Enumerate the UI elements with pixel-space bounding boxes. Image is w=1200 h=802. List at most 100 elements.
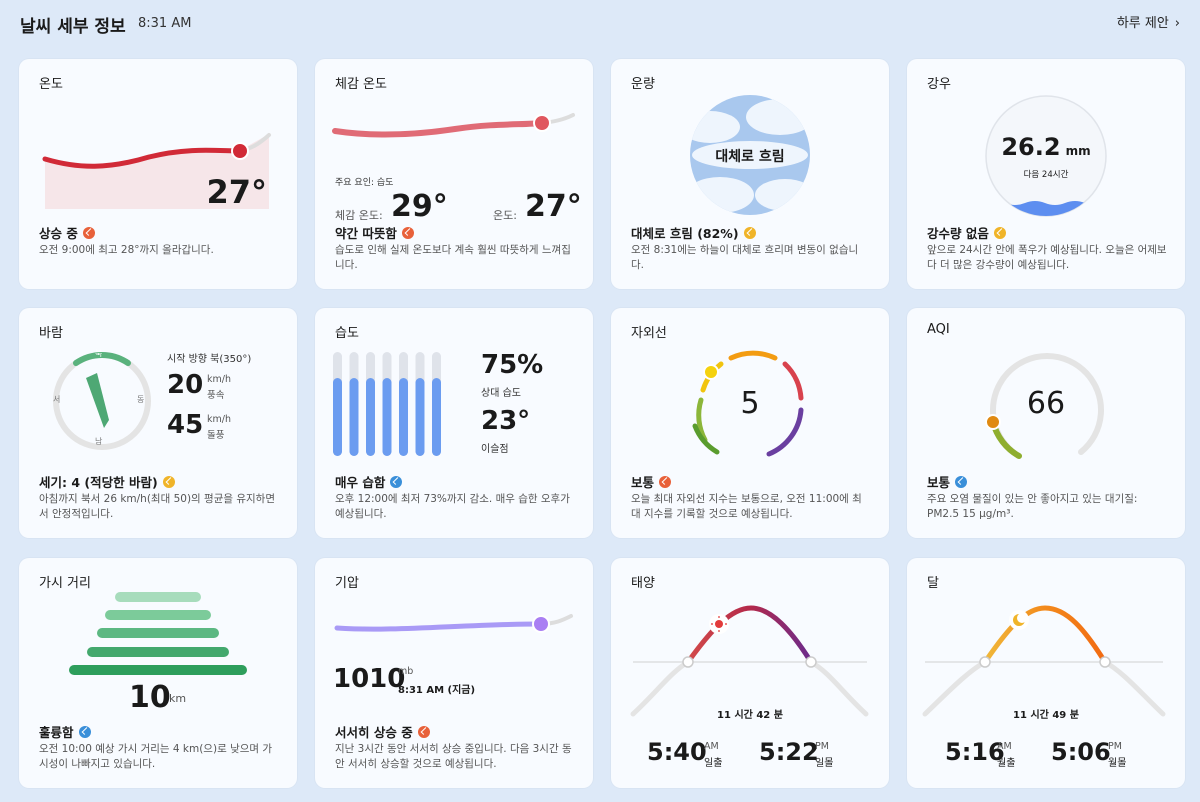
main-factor: 주요 요인: 습도 (335, 178, 394, 188)
pressure-card[interactable]: 기압 1010 mb 8:31 AM (지금) 서서히 상승 중 지난 3시간 … (315, 558, 593, 788)
temperature-summary: 상승 중 (39, 223, 95, 242)
rain-sub: 다음 24시간 (1023, 170, 1069, 180)
moonrise-ampm: AM (997, 741, 1012, 752)
visibility-summary: 훌륭함 (39, 722, 91, 741)
humidity-bar (333, 378, 342, 456)
rain-summary: 강수량 없음 (927, 223, 1006, 242)
cloud-icon (690, 95, 810, 215)
wind-compass (53, 351, 151, 450)
uv-card[interactable]: 자외선 5 보통 오늘 최대 자외선 지수는 보통으로, 오전 11:00에 최… (611, 308, 889, 538)
sun-card[interactable]: 태양 11 시간 42 분 5:40 AM 일출 5:22 PM 일몰 (611, 558, 889, 788)
card-title: 온도 (39, 77, 63, 92)
card-title: 자외선 (631, 326, 667, 341)
compass-west: 서 (53, 395, 61, 404)
humidity-summary: 매우 습함 (335, 472, 403, 491)
sun-duration: 11 시간 42 분 (717, 710, 783, 721)
temperature-value: 27° (206, 173, 267, 211)
humidity-bar (432, 378, 441, 456)
pressure-summary: 서서히 상승 중 (335, 722, 430, 741)
uv-gauge (692, 350, 804, 457)
cloud-description: 오전 8:31에는 하늘이 대체로 흐리며 변동이 없습니다. (631, 244, 859, 271)
feels-like-chart (332, 113, 575, 138)
trend-up-icon (417, 725, 430, 738)
feels-like-card[interactable]: 체감 온도 주요 요인: 습도 체감 온도: 29° 온도: 27° 약간 따뜻… (315, 59, 593, 289)
temperature-description: 오전 9:00에 최고 28°까지 올라갑니다. (39, 244, 214, 256)
sun-arc-chart (630, 605, 869, 717)
header: 날씨 세부 정보 8:31 AM 하루 제안 › (20, 10, 1180, 38)
feels-like-description: 습도로 인해 실제 온도보다 계속 훨씬 따뜻하게 느껴집니다. (335, 244, 571, 271)
humidity-bar (382, 378, 392, 456)
summary-text: 상승 중 (39, 226, 78, 241)
steady-icon (993, 226, 1006, 239)
compass-south: 남 (95, 437, 103, 446)
visibility-card[interactable]: 가시 거리 10 km 훌륭함 오전 10:00 예상 가시 거리는 4 km(… (19, 558, 297, 788)
uv-summary: 보통 (631, 472, 672, 491)
summary-text: 약간 따뜻함 (335, 226, 397, 241)
cloud-summary: 대체로 흐림 (82%) (631, 223, 756, 242)
trend-up-icon (659, 475, 672, 488)
wind-speed-value: 20 (167, 370, 204, 400)
page-time: 8:31 AM (138, 16, 192, 31)
feels-like-value: 29° (391, 189, 448, 224)
day-suggestion-link[interactable]: 하루 제안 › (1117, 12, 1180, 31)
moonset-label: 월몰 (1108, 758, 1127, 769)
dew-point-label: 이슬점 (481, 444, 509, 455)
compass-east: 동 (137, 395, 145, 404)
aqi-summary: 보통 (927, 472, 968, 491)
visibility-description: 오전 10:00 예상 가시 거리는 4 km(으)로 낮으며 가시성이 나빠지… (39, 743, 273, 770)
aqi-value: 66 (1026, 386, 1066, 421)
moonrise-time: 5:16 (945, 738, 1005, 766)
summary-text: 강수량 없음 (927, 226, 989, 241)
card-title: 운량 (631, 77, 655, 92)
cloud-cover-card[interactable]: 운량 대체로 흐림 대체로 흐림 (82%) 오전 8:31에는 하늘이 대체로… (611, 59, 889, 289)
page-title: 날씨 세부 정보 (20, 17, 126, 37)
card-title: 체감 온도 (335, 77, 387, 92)
sunset-label: 일몰 (815, 758, 834, 769)
temperature-card[interactable]: 온도 27° 상승 중 오전 9:00에 최고 28°까지 올라갑니다. (19, 59, 297, 289)
chevron-right-icon: › (1174, 16, 1180, 31)
rain-card[interactable]: 강우 26.2 mm 다음 24시간 강수량 없음 앞으로 24시간 안에 폭우… (907, 59, 1185, 289)
humidity-bar (415, 378, 425, 456)
moon-duration: 11 시간 49 분 (1013, 710, 1079, 721)
aqi-card[interactable]: AQI 66 보통 주요 오염 물질이 있는 안 좋아지고 있는 대기질: PM… (907, 308, 1185, 538)
uv-value: 5 (740, 386, 760, 421)
aqi-description: 주요 오염 물질이 있는 안 좋아지고 있는 대기질: PM2.5 15 μg/… (927, 493, 1138, 520)
humidity-card[interactable]: 습도 75% 상대 습도 23° 이슬점 매우 습함 오후 12:00에 최저 … (315, 308, 593, 538)
humidity-bar (366, 378, 375, 456)
card-title: 달 (927, 576, 939, 591)
humidity-description: 오후 12:00에 최저 73%까지 감소. 매우 습한 오후가 예상됩니다. (335, 493, 570, 520)
summary-text: 서서히 상승 중 (335, 725, 413, 740)
card-title: AQI (927, 322, 950, 337)
actual-temp-value: 27° (525, 189, 582, 224)
day-suggestion-label: 하루 제안 (1116, 16, 1169, 31)
moonset-time: 5:06 (1051, 738, 1111, 766)
visibility-unit: km (169, 692, 187, 705)
actual-temp-label: 온도: (493, 209, 517, 222)
pressure-time: 8:31 AM (지금) (398, 685, 476, 696)
card-title: 바람 (39, 326, 63, 341)
card-title: 습도 (335, 326, 359, 341)
humidity-bar (349, 378, 359, 456)
pressure-chart (334, 614, 573, 633)
card-title: 강우 (927, 77, 951, 92)
wind-description: 아침까지 북서 26 km/h(최대 50)의 평균을 유지하면서 안정적입니다… (39, 493, 276, 520)
sunrise-time: 5:40 (647, 738, 707, 766)
rain-gauge (985, 95, 1107, 217)
moonrise-label: 월출 (997, 758, 1016, 769)
wind-direction-text: 시작 방향 북(350°) (167, 354, 252, 365)
card-title: 기압 (335, 576, 359, 591)
moonset-ampm: PM (1108, 741, 1122, 752)
summary-text: 보통 (631, 475, 655, 490)
dew-point-value: 23° (481, 406, 531, 436)
pressure-description: 지난 3시간 동안 서서히 상승 중입니다. 다음 3시간 동안 서서히 상승할… (335, 743, 572, 770)
moon-arc-chart (922, 605, 1166, 717)
visibility-value: 10 (129, 680, 171, 715)
steady-icon (743, 226, 756, 239)
wind-card[interactable]: 바람 북 동 남 서 시작 방향 북(350°) 20 km/h 풍속 45 k… (19, 308, 297, 538)
moon-card[interactable]: 달 11 시간 49 분 5:16 AM 월출 5:06 PM 월몰 (907, 558, 1185, 788)
card-title: 태양 (631, 576, 655, 591)
card-title: 가시 거리 (39, 576, 91, 591)
wind-summary: 세기: 4 (적당한 바람) (39, 472, 175, 491)
steady-icon (162, 475, 175, 488)
compass-north: 북 (95, 349, 103, 358)
